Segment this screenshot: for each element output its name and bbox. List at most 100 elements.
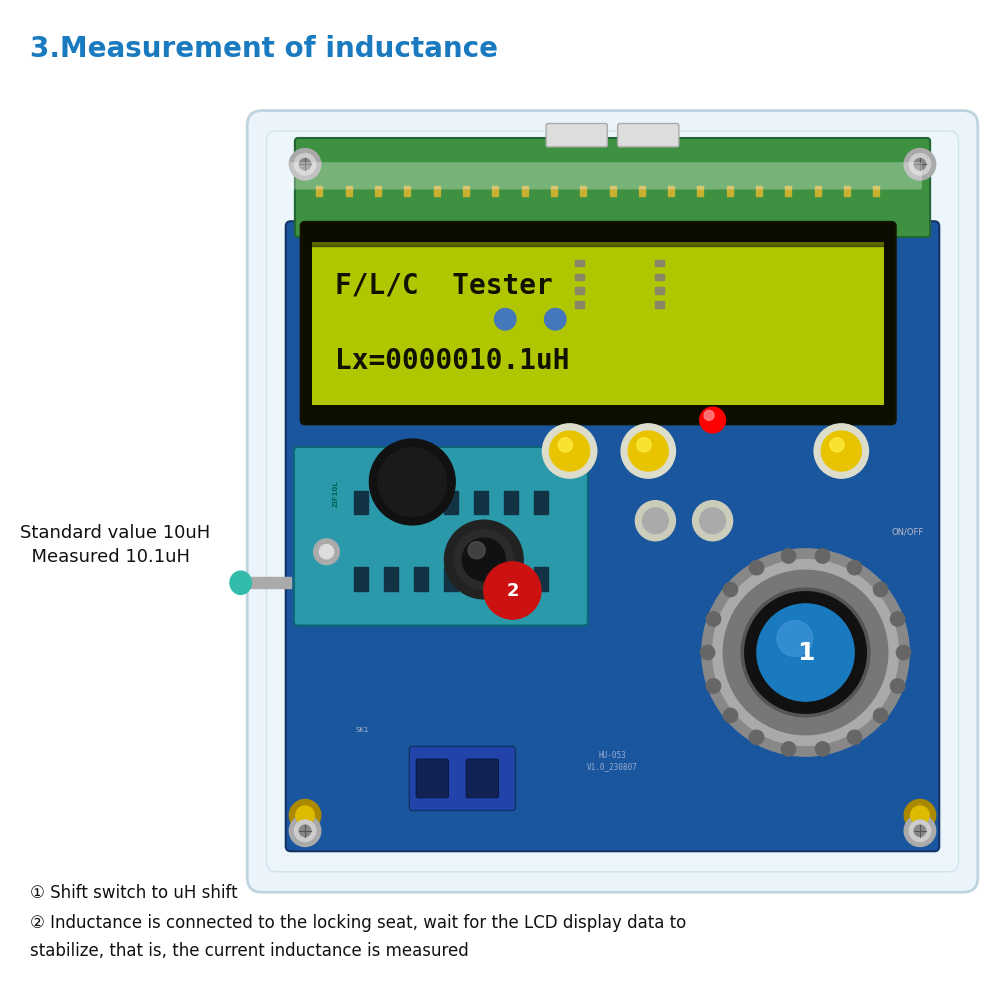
Text: ON/OFF: ON/OFF [891, 528, 924, 537]
Circle shape [909, 820, 931, 841]
FancyBboxPatch shape [266, 131, 959, 872]
Bar [450, 265, 456, 296]
Bar [844, 186, 850, 196]
Circle shape [745, 592, 866, 713]
Bar [405, 265, 427, 296]
Text: ① Shift switch to uH shift: ① Shift switch to uH shift [30, 884, 238, 902]
FancyBboxPatch shape [409, 746, 515, 810]
Ellipse shape [230, 571, 251, 594]
Circle shape [723, 570, 888, 735]
Circle shape [756, 602, 856, 703]
Bar [463, 186, 469, 196]
Circle shape [713, 560, 898, 745]
FancyBboxPatch shape [295, 138, 930, 237]
Bar [575, 301, 584, 308]
Circle shape [873, 708, 888, 723]
FancyBboxPatch shape [546, 123, 607, 147]
Bar [414, 491, 428, 514]
Circle shape [702, 549, 909, 756]
Bar [492, 186, 498, 196]
Bar [785, 186, 791, 196]
Circle shape [749, 730, 764, 744]
Bar [305, 226, 891, 246]
Circle shape [558, 438, 572, 452]
Bar [610, 186, 616, 196]
Circle shape [550, 431, 590, 471]
Text: Standard value 10uH
  Measured 10.1uH: Standard value 10uH Measured 10.1uH [20, 524, 210, 566]
Bar [504, 567, 518, 590]
Bar [697, 186, 703, 196]
Bar [551, 186, 557, 196]
Circle shape [693, 501, 733, 541]
Circle shape [814, 424, 868, 478]
Text: SK1: SK1 [355, 727, 368, 733]
Circle shape [700, 508, 725, 534]
Circle shape [914, 825, 926, 836]
Circle shape [289, 800, 321, 831]
Circle shape [637, 438, 651, 452]
Bar [434, 186, 440, 196]
Circle shape [847, 730, 862, 744]
Circle shape [294, 154, 316, 175]
Bar [815, 186, 821, 196]
Bar [655, 260, 664, 266]
FancyBboxPatch shape [618, 123, 679, 147]
Circle shape [296, 806, 314, 825]
Bar [326, 265, 348, 296]
Bar [668, 186, 674, 196]
Bar [575, 274, 584, 280]
Text: stabilize, that is, the current inductance is measured: stabilize, that is, the current inductan… [30, 942, 469, 960]
Bar [504, 491, 518, 514]
Bar [316, 186, 322, 196]
Bar [332, 265, 338, 296]
Text: Lx=0000010.1uH: Lx=0000010.1uH [335, 347, 570, 375]
Circle shape [723, 582, 738, 597]
Bar [248, 577, 291, 588]
Circle shape [314, 539, 339, 565]
Circle shape [777, 621, 813, 656]
Bar [655, 274, 664, 280]
Circle shape [444, 520, 523, 599]
Circle shape [462, 538, 505, 581]
Bar [474, 567, 488, 590]
Bar [584, 257, 655, 319]
Bar [346, 186, 352, 196]
Circle shape [454, 529, 514, 590]
Bar [384, 491, 398, 514]
Bar [655, 287, 664, 294]
Bar [575, 287, 584, 294]
Circle shape [700, 645, 715, 660]
Bar [372, 265, 377, 296]
Circle shape [294, 820, 316, 841]
Bar [873, 186, 879, 196]
Circle shape [757, 604, 854, 701]
Circle shape [299, 825, 311, 836]
Circle shape [621, 424, 675, 478]
Bar [404, 186, 410, 196]
Text: HU-053
V1.0_230807: HU-053 V1.0_230807 [587, 751, 638, 771]
Bar [655, 301, 664, 308]
Circle shape [643, 508, 668, 534]
Circle shape [890, 612, 905, 626]
Circle shape [723, 708, 738, 723]
Bar [756, 186, 762, 196]
Bar [354, 567, 368, 590]
Bar [354, 491, 368, 514]
Circle shape [815, 742, 830, 756]
Bar [639, 186, 645, 196]
Circle shape [378, 448, 447, 516]
Text: 2: 2 [506, 581, 519, 599]
Circle shape [289, 149, 321, 180]
Bar [444, 491, 458, 514]
FancyBboxPatch shape [416, 759, 449, 798]
Circle shape [369, 439, 455, 525]
Bar [529, 265, 535, 296]
Bar [384, 567, 398, 590]
Bar [484, 265, 505, 296]
Text: 1: 1 [797, 641, 814, 664]
FancyBboxPatch shape [466, 759, 499, 798]
Circle shape [545, 309, 566, 330]
Bar [375, 186, 381, 196]
Circle shape [904, 800, 936, 831]
Circle shape [909, 154, 931, 175]
